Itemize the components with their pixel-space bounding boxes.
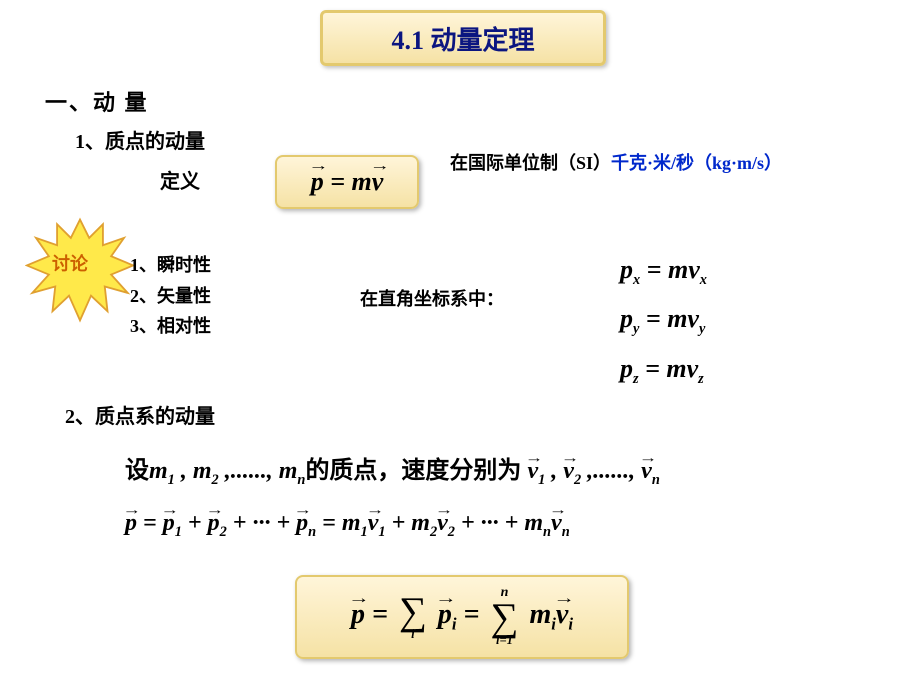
sum-symbol-2: n∑i=1 [491,587,519,646]
properties-list: 1、瞬时性 2、矢量性 3、相对性 [130,250,211,342]
discuss-label: 讨论 [52,250,88,276]
formula-box-momentum: p = mv [275,155,419,209]
property-1: 1、瞬时性 [130,250,211,281]
definition-label: 定义 [160,165,200,194]
si-unit-text: 在国际单位制（SI）千克·米/秒（kg·m/s） [450,150,850,177]
section-heading: 一、动 量 [45,85,149,117]
property-2: 2、矢量性 [130,281,211,312]
chapter-title: 4.1 动量定理 [391,20,534,57]
formula-box-sum: p = ∑i pi = n∑i=1 mivi [295,575,629,659]
system-momentum-eq: p = p1 + p2 + ··· + pn = m1v1 + m2v2 + ·… [125,510,905,541]
eq-px: px = mvx [620,245,707,294]
formula-p-mv: p = mv [311,167,384,197]
sum-symbol-1: ∑i [399,594,427,641]
property-3: 3、相对性 [130,311,211,342]
eq-pz: pz = mvz [620,344,707,393]
subsection-1: 1、质点的动量 [75,125,205,154]
formula-sum: p = ∑i pi = n∑i=1 mivi [351,587,573,646]
eq-py: py = mvy [620,294,707,343]
chapter-title-box: 4.1 动量定理 [320,10,606,66]
coord-system-label: 在直角坐标系中： [360,285,504,311]
system-masses-line: 设m1 , m2 ,......, mn的质点，速度分别为 v1 , v2 ,.… [125,450,885,489]
subsection-2: 2、质点系的动量 [65,400,215,429]
coord-equations: px = mvx py = mvy pz = mvz [620,245,707,393]
